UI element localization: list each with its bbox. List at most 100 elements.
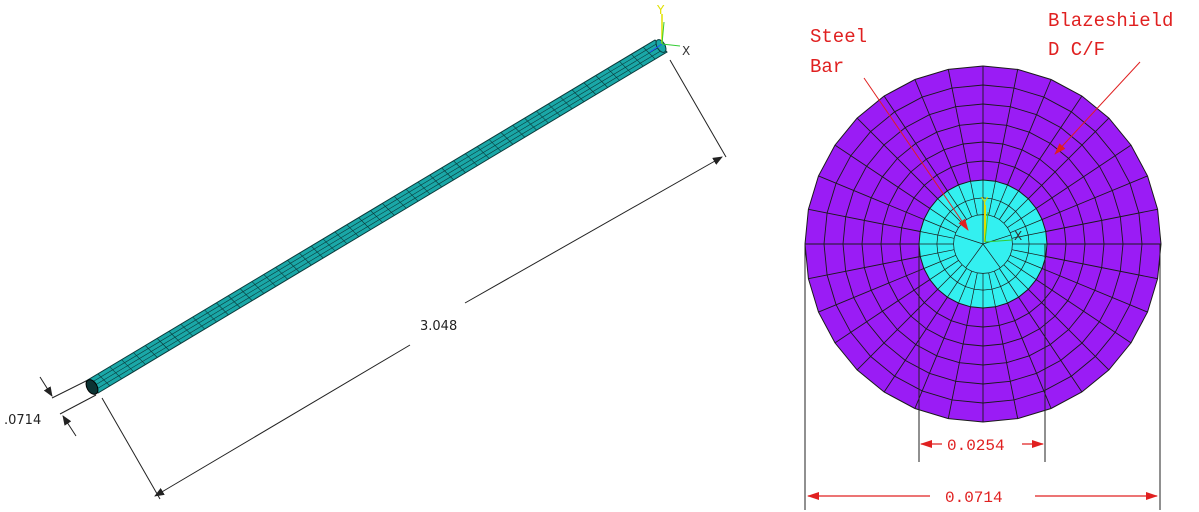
- section-mesh-radial: [1027, 288, 1110, 371]
- rod-mesh-line: [429, 174, 442, 188]
- blaze-label-line2: D C/F: [1048, 39, 1105, 61]
- rod-mesh-line: [109, 366, 122, 380]
- section-mesh-radial: [1035, 144, 1132, 209]
- rod-mesh-line: [571, 89, 585, 102]
- section-mesh-radial: [1007, 208, 1037, 228]
- section-mesh-radial: [947, 268, 967, 298]
- section-mesh-radial: [920, 249, 955, 257]
- rod-mesh-line: [322, 238, 336, 252]
- section-mesh-radial: [999, 190, 1019, 220]
- rod-mesh-line: [97, 373, 111, 387]
- section-mesh-core: [954, 234, 984, 245]
- rod-mesh: [88, 42, 665, 391]
- section-mesh-radial: [937, 198, 963, 224]
- rod-mesh-line: [393, 196, 407, 209]
- axis-triad-left: Y X: [649, 3, 690, 58]
- rod-mesh-line: [405, 188, 419, 202]
- section-mesh-radial: [929, 260, 959, 280]
- section-mesh-radial: [914, 302, 959, 409]
- section-mesh-radial: [970, 181, 978, 216]
- rod-mesh-line: [370, 210, 383, 223]
- rod-mesh-line: [239, 288, 253, 301]
- length-dim-line-upper: [464, 156, 723, 304]
- section-mesh-radial: [1011, 231, 1046, 239]
- rod-mesh-line: [204, 309, 217, 323]
- section-mesh-radial: [947, 69, 971, 182]
- rod-mesh-line: [631, 53, 644, 67]
- section-mesh-radial: [1018, 296, 1083, 393]
- section-mesh-radial: [923, 254, 956, 269]
- rod-mesh-line: [441, 167, 454, 181]
- rod-mesh-line: [334, 231, 348, 245]
- rod-mesh-line: [476, 146, 490, 159]
- rod-mesh-line: [121, 359, 134, 372]
- section-mesh-radial: [808, 256, 921, 280]
- section-mesh-radial: [1011, 249, 1046, 257]
- rod-mesh-line: [417, 181, 431, 195]
- length-dimension-label: 3.048: [420, 319, 457, 334]
- axis-triad-right: Y X: [980, 195, 1022, 243]
- section-mesh-radial: [1045, 256, 1158, 280]
- section-mesh-radial: [1035, 279, 1132, 344]
- rod-mesh-line: [133, 352, 146, 365]
- rod-mesh-line: [488, 139, 502, 152]
- section-mesh-radial: [818, 268, 925, 313]
- rod-mesh-line: [168, 331, 182, 344]
- steel-label-line1: Steel: [810, 26, 867, 48]
- section-mesh-radial: [808, 208, 921, 232]
- section-mesh-radial: [993, 184, 1008, 217]
- axis-label-x: X: [682, 44, 690, 58]
- section-mesh-core: [982, 234, 1012, 245]
- inner-diameter-label: 0.0254: [947, 437, 1005, 455]
- diameter-dimension-label: .0714: [4, 413, 41, 428]
- section-mesh-radial: [988, 181, 996, 216]
- section-mesh-radial: [923, 219, 956, 234]
- section-mesh-radial: [929, 208, 959, 228]
- section-mesh-radial: [947, 306, 971, 419]
- rod-mesh-line: [156, 338, 170, 351]
- rod-mesh-line: [559, 96, 573, 110]
- rod-mesh-line: [251, 281, 265, 294]
- rod-mesh-line: [145, 345, 158, 358]
- rod-mesh-line: [228, 295, 241, 308]
- section-mesh-radial: [1007, 79, 1052, 186]
- section-mesh-radial: [993, 271, 1008, 304]
- section-axis-label-y: Y: [980, 195, 989, 209]
- rod-mesh-line: [453, 160, 466, 173]
- rod-mesh-line: [548, 103, 561, 117]
- inner-diameter-dimension: 0.0254: [918, 244, 1046, 462]
- cross-section-view: [804, 65, 1162, 423]
- section-mesh-radial: [1027, 117, 1110, 200]
- section-mesh-radial: [937, 264, 963, 290]
- rod-mesh-line: [216, 302, 229, 316]
- section-mesh-radial: [818, 175, 925, 220]
- rod-mesh-line: [500, 132, 514, 145]
- rod-mesh-line: [358, 217, 371, 230]
- steel-label-line2: Bar: [810, 56, 844, 78]
- section-mesh-radial: [1010, 254, 1043, 269]
- rod-mesh-line: [524, 117, 537, 131]
- section-mesh-core: [965, 243, 984, 269]
- rod-mesh-line: [512, 125, 525, 138]
- rod-mesh-line: [607, 68, 620, 81]
- rod-mesh-line: [465, 153, 478, 166]
- section-mesh-radial: [995, 69, 1019, 182]
- outer-diameter-dimension: 0.0714: [804, 244, 1161, 510]
- rod-mesh-line: [619, 61, 632, 74]
- section-mesh-radial: [995, 306, 1019, 419]
- cross-section-mesh: [805, 66, 1161, 422]
- section-mesh-radial: [1003, 264, 1029, 290]
- outer-diameter-label: 0.0714: [945, 489, 1003, 507]
- rod-mesh-line: [287, 260, 300, 273]
- section-mesh-radial: [920, 231, 955, 239]
- rod-mesh-line: [275, 267, 288, 280]
- length-dimension: 3.048: [101, 59, 727, 500]
- blazeshield-callout: Blazeshield D C/F: [1048, 10, 1173, 155]
- section-mesh-radial: [856, 117, 939, 200]
- steel-bar-callout: Steel Bar: [810, 26, 969, 231]
- rod-mesh-line: [595, 75, 608, 88]
- rod-mesh-line: [346, 224, 360, 237]
- section-mesh-radial: [1007, 302, 1052, 409]
- rod-mesh-line: [192, 316, 205, 330]
